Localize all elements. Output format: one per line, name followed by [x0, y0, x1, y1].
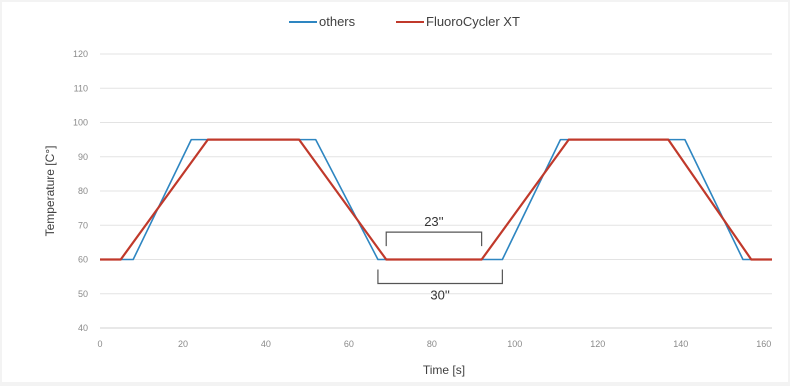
annotation-bracket: [385, 231, 483, 247]
chart-frame: 23'' 30'' others FluoroCycler XT 40 50 60 70 8…: [2, 2, 788, 382]
y-axis-title: Temperature [C°]: [43, 146, 57, 237]
x-axis-title: Time [s]: [423, 363, 465, 377]
y-tick-label: 110: [74, 83, 88, 93]
x-tick-label: 80: [427, 339, 437, 349]
series-line-fluorocycler-xt: [100, 138, 772, 261]
y-tick-label: 120: [73, 49, 88, 59]
y-tick-label: 90: [78, 152, 88, 162]
annotation-label: 23'': [424, 214, 443, 229]
annotation-bracket: [377, 269, 503, 285]
y-tick-label: 70: [78, 220, 88, 230]
x-tick-label: 140: [673, 339, 688, 349]
grid: [100, 53, 772, 329]
x-tick-label: 40: [261, 339, 271, 349]
y-tick-label: 40: [78, 323, 88, 333]
annotations: 23'' 30'': [377, 214, 503, 302]
tick-labels: 40 50 60 70 80 90 100 110 120 0 20 40 60 80 100 120 140 1…: [73, 49, 771, 349]
annotation-label: 30'': [430, 287, 449, 302]
x-tick-label: 100: [507, 339, 522, 349]
x-tick-label: 20: [178, 339, 188, 349]
y-tick-label: 80: [78, 186, 88, 196]
legend: others FluoroCycler XT: [289, 14, 520, 29]
x-tick-label: 160: [756, 339, 771, 349]
y-tick-label: 50: [78, 289, 88, 299]
x-tick-label: 60: [344, 339, 354, 349]
y-tick-label: 100: [73, 118, 88, 128]
y-tick-label: 60: [78, 255, 88, 265]
x-tick-label: 120: [590, 339, 605, 349]
x-tick-label: 0: [97, 339, 102, 349]
legend-label: others: [319, 14, 356, 29]
legend-label: FluoroCycler XT: [426, 14, 520, 29]
series-lines: [100, 138, 772, 261]
series-line-others: [100, 138, 772, 261]
